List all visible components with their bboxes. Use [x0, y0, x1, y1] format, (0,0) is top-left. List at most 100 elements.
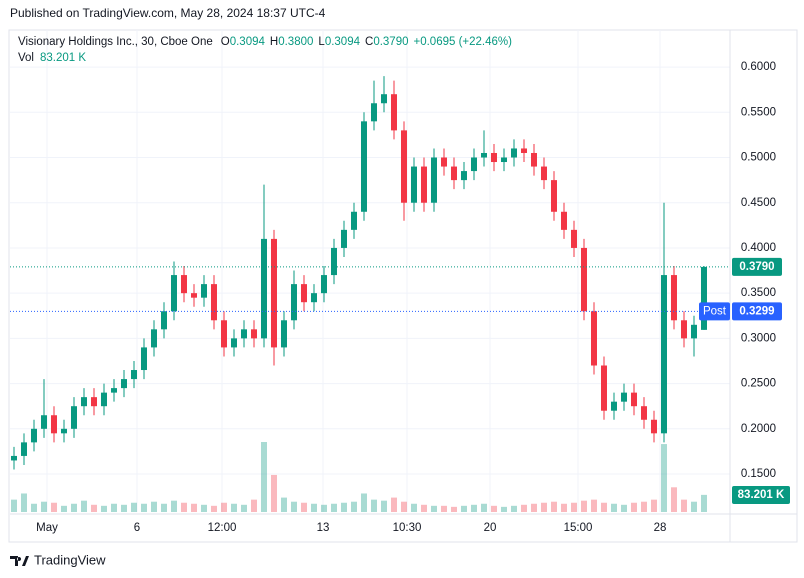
candle-body	[261, 238, 267, 339]
volume-bar	[621, 504, 627, 512]
volume-bar	[181, 502, 187, 512]
candle-body	[681, 320, 687, 339]
x-tick-label: 13	[317, 522, 330, 534]
volume-bar	[641, 501, 647, 512]
y-tick-label: 0.6000	[741, 61, 776, 73]
volume-bar	[311, 503, 317, 512]
candle-body	[31, 428, 37, 443]
frame	[8, 29, 798, 543]
x-tick-label: 10:30	[393, 522, 422, 534]
candle-body	[121, 379, 127, 389]
candle-body	[561, 211, 567, 230]
ohlc-label: C	[365, 36, 373, 48]
volume-bar	[131, 502, 137, 512]
volume-bar	[461, 505, 467, 512]
candle-body	[701, 266, 707, 330]
volume-bar	[71, 503, 77, 512]
ohlc-value: 0.3790	[373, 36, 408, 48]
volume-bar	[481, 503, 487, 512]
volume-bar	[351, 501, 357, 512]
footer-brand: TradingView	[34, 552, 106, 567]
volume-bar	[671, 487, 677, 512]
volume-bar	[651, 499, 657, 512]
volume-bar	[531, 503, 537, 512]
candle-body	[91, 397, 97, 407]
candle-body	[521, 148, 527, 153]
candle-body	[601, 365, 607, 411]
volume-bar	[161, 503, 167, 512]
candle-body	[661, 275, 667, 434]
candle-body	[51, 415, 57, 434]
volume-tag-label: 83.201 K	[738, 489, 785, 501]
candle-body	[691, 324, 697, 339]
y-tick-label: 0.4500	[741, 197, 776, 209]
published: Published on TradingView.com, May 28, 20…	[10, 6, 326, 20]
candle-body	[641, 406, 647, 420]
y-tick-label: 0.3500	[741, 287, 776, 299]
volume-bar	[631, 502, 637, 512]
candle-body	[161, 311, 167, 330]
candle-body	[71, 406, 77, 429]
volume-bar	[571, 502, 577, 512]
candle-body	[531, 152, 537, 167]
y-tick-label: 0.1500	[741, 468, 776, 480]
volume-bar	[501, 506, 507, 512]
candle-body	[111, 388, 117, 393]
volume-bar	[421, 504, 427, 512]
volume-bar	[391, 497, 397, 512]
ohlc-label: O	[221, 36, 230, 48]
volume-value: 83.201 K	[40, 52, 86, 64]
volume-bar	[251, 499, 257, 512]
ohlc-label: L	[318, 36, 325, 48]
candle-body	[631, 392, 637, 407]
volume-bar	[221, 502, 227, 512]
volume-bar	[541, 502, 547, 512]
y-tick-label: 0.2500	[741, 378, 776, 390]
volume-bar	[551, 501, 557, 512]
candle-body	[151, 329, 157, 348]
volume-tag	[732, 486, 790, 504]
candle-body	[201, 284, 207, 298]
volume-bar	[61, 505, 67, 512]
volume-bar	[101, 505, 107, 512]
volume-bar	[191, 503, 197, 512]
candle-body	[221, 320, 227, 348]
volume-bar	[11, 499, 17, 512]
volume-bar	[171, 500, 177, 512]
volume-bar	[321, 504, 327, 512]
x-tick-label: 28	[654, 522, 667, 534]
ohlc-value: 0.3800	[278, 36, 313, 48]
candle-body	[381, 94, 387, 104]
candle-body	[211, 284, 217, 321]
x-tick-label: 6	[134, 522, 140, 534]
candle-body	[101, 392, 107, 407]
y-tick-label: 0.3000	[741, 332, 776, 344]
volume-bar	[431, 505, 437, 512]
candle-body	[241, 329, 247, 339]
candle-body	[441, 157, 447, 167]
y-tick-label: 0.2000	[741, 423, 776, 435]
volume-bar	[111, 503, 117, 512]
volume-bar	[241, 504, 247, 512]
candle-body	[361, 121, 367, 212]
volume-bar	[441, 505, 447, 512]
candle-body	[231, 338, 237, 348]
volume-bar	[511, 505, 517, 512]
volume-bar	[291, 501, 297, 512]
volume-bar	[451, 506, 457, 512]
volume-bar	[491, 505, 497, 512]
candle-body	[651, 419, 657, 434]
candle-body	[141, 347, 147, 371]
volume-bar	[691, 501, 697, 512]
post-price-label: 0.3299	[739, 305, 774, 317]
candle-body	[481, 152, 487, 158]
volume-bar	[471, 504, 477, 512]
candle-body	[471, 157, 477, 172]
candle-body	[491, 152, 497, 163]
volume-legend: Vol 83.201 K	[18, 52, 86, 64]
candle-body	[461, 171, 467, 181]
volume-bar	[81, 500, 87, 512]
x-tick-label: 15:00	[564, 522, 593, 534]
candle-body	[11, 455, 17, 461]
